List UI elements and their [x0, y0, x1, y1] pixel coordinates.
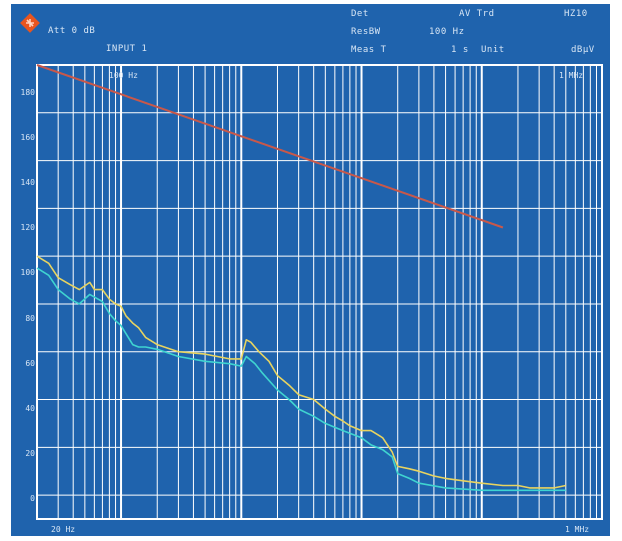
meas-time-label: Meas T	[351, 45, 387, 55]
grid-vertical	[57, 65, 597, 519]
y-tick-label: 160	[21, 133, 36, 142]
input-text: INPUT 1	[106, 44, 148, 54]
detector-value: AV Trd	[459, 9, 495, 19]
rbw-value: 100 Hz	[429, 27, 465, 37]
y-tick-label: 40	[25, 404, 35, 413]
x-top-tick-label: 100 Hz	[109, 71, 138, 80]
y-tick-label: 120	[21, 223, 36, 232]
grid-major	[37, 64, 602, 496]
y-tick-label: 0	[30, 494, 35, 503]
meas-time-value: 1 s	[451, 45, 469, 55]
trace-yellow-line	[36, 255, 566, 489]
traces-group	[36, 64, 566, 492]
trace-cyan-line	[36, 267, 566, 492]
y-tick-label: 60	[25, 359, 35, 368]
y-tick-label: 140	[21, 178, 36, 187]
y-tick-label: 180	[21, 88, 36, 97]
unit-label: Unit	[481, 45, 505, 55]
attenuation-text: Att 0 dB	[48, 26, 96, 36]
y-tick-label: 80	[25, 314, 35, 323]
model-text: HZ10	[564, 9, 588, 19]
spectrum-plot: 180 160 140 120 100 80 60 40 20 0 100 Hz…	[21, 64, 603, 534]
y-tick-label: 100	[21, 268, 36, 277]
limit-line	[36, 64, 504, 229]
x-bottom-tick-label: 20 Hz	[51, 525, 75, 534]
x-bottom-tick-label: 1 MHz	[565, 525, 589, 534]
rbw-label: ResBW	[351, 27, 381, 37]
x-top-tick-label: 1 MHz	[559, 71, 583, 80]
y-tick-label: 20	[25, 449, 35, 458]
detector-label: Det	[351, 9, 369, 19]
rohde-schwarz-logo	[20, 13, 40, 33]
analyzer-screen: Att 0 dB INPUT 1 Det AV Trd HZ10 ResBW 1…	[11, 4, 610, 536]
y-axis-labels: 180 160 140 120 100 80 60 40 20 0	[21, 88, 36, 503]
unit-value: dBµV	[571, 45, 595, 55]
